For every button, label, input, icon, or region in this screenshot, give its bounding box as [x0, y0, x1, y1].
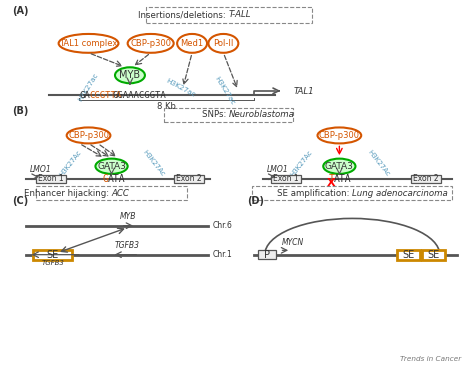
FancyBboxPatch shape	[258, 250, 276, 259]
Text: LMO1: LMO1	[30, 165, 52, 174]
Text: Neuroblastoma: Neuroblastoma	[229, 110, 295, 119]
FancyBboxPatch shape	[33, 250, 73, 260]
Text: TAL1 complex: TAL1 complex	[59, 39, 118, 48]
Ellipse shape	[209, 34, 238, 53]
Text: T-ALL: T-ALL	[229, 10, 251, 19]
Text: ATA: ATA	[108, 174, 125, 184]
Ellipse shape	[67, 127, 110, 144]
Text: Chr.1: Chr.1	[213, 250, 233, 259]
Text: GATA3: GATA3	[325, 162, 354, 171]
Text: T: T	[329, 174, 335, 184]
Text: Enhancer hijacking:: Enhancer hijacking:	[24, 188, 111, 198]
Text: LMO1: LMO1	[267, 165, 288, 174]
Text: H3K27ac: H3K27ac	[213, 75, 236, 106]
FancyBboxPatch shape	[173, 174, 204, 183]
Text: SNPs:: SNPs:	[202, 110, 229, 119]
Ellipse shape	[323, 159, 356, 174]
Text: CBP-p300: CBP-p300	[68, 131, 109, 140]
Text: G: G	[102, 174, 108, 184]
Text: Exon 2: Exon 2	[413, 174, 438, 183]
FancyBboxPatch shape	[422, 250, 445, 260]
FancyBboxPatch shape	[271, 174, 301, 183]
Text: (B): (B)	[13, 106, 29, 116]
Text: Exon 1: Exon 1	[273, 174, 299, 183]
Text: GATA3: GATA3	[97, 162, 126, 171]
Text: Med1: Med1	[181, 39, 204, 48]
Text: SE: SE	[46, 250, 59, 260]
Text: Trends in Cancer: Trends in Cancer	[400, 356, 461, 362]
Text: SE: SE	[402, 250, 415, 260]
Text: (C): (C)	[13, 196, 29, 206]
Text: CBP-p300: CBP-p300	[319, 131, 360, 140]
Text: Exon 2: Exon 2	[176, 174, 201, 183]
Text: P: P	[264, 250, 270, 260]
Ellipse shape	[128, 34, 173, 53]
Text: ACC: ACC	[111, 188, 129, 198]
Text: TGFB3: TGFB3	[41, 261, 64, 266]
Text: MYCN: MYCN	[282, 238, 304, 247]
Ellipse shape	[318, 127, 361, 144]
Ellipse shape	[59, 34, 118, 53]
Text: TAL1: TAL1	[293, 87, 314, 96]
Text: 8 Kb: 8 Kb	[157, 102, 176, 111]
Text: Insertions/deletions:: Insertions/deletions:	[138, 10, 229, 19]
Text: Pol-II: Pol-II	[213, 39, 234, 48]
Text: H3K27ac: H3K27ac	[165, 77, 196, 98]
Text: H3K27Ac: H3K27Ac	[290, 149, 314, 177]
Text: SE: SE	[428, 250, 440, 260]
Text: Chr.6: Chr.6	[213, 221, 233, 230]
Ellipse shape	[95, 159, 128, 174]
Text: H3K27Ac: H3K27Ac	[366, 149, 391, 177]
Text: CBP-p300: CBP-p300	[130, 39, 171, 48]
Text: CCGTTA: CCGTTA	[89, 91, 121, 100]
Text: GGAAACGGTA: GGAAACGGTA	[113, 91, 167, 100]
Text: H3K27Ac: H3K27Ac	[58, 149, 82, 177]
Text: (A): (A)	[13, 6, 29, 16]
FancyBboxPatch shape	[36, 174, 65, 183]
Text: Lung adenocarcinoma: Lung adenocarcinoma	[352, 188, 448, 198]
Text: GA: GA	[79, 91, 90, 100]
Ellipse shape	[177, 34, 207, 53]
FancyBboxPatch shape	[410, 174, 441, 183]
Text: ATA: ATA	[334, 174, 351, 184]
Text: Exon 1: Exon 1	[38, 174, 64, 183]
Text: SE amplification:: SE amplification:	[277, 188, 352, 198]
Text: MYB: MYB	[119, 212, 136, 221]
Text: H3K27Ac: H3K27Ac	[141, 149, 165, 177]
FancyBboxPatch shape	[397, 250, 420, 260]
Text: (D): (D)	[247, 196, 264, 206]
Text: TGFB3: TGFB3	[115, 241, 140, 250]
Ellipse shape	[115, 67, 145, 83]
Text: X: X	[326, 177, 335, 188]
Text: H3K27ac: H3K27ac	[77, 71, 100, 102]
Text: MYB: MYB	[119, 70, 140, 80]
